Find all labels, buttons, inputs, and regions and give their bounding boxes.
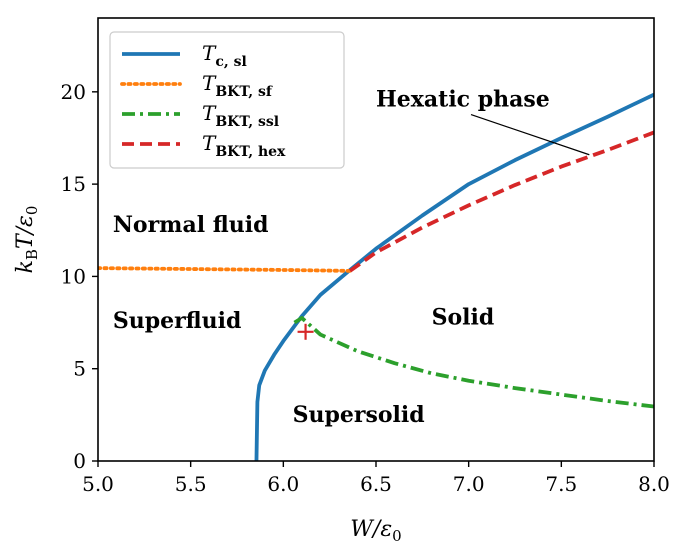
x-tick-label: 5.5 <box>175 472 207 496</box>
series-line-t-c-sl <box>254 92 654 461</box>
legend-label: Tc, sl <box>202 41 247 70</box>
legend-label: TBKT, hex <box>202 131 286 160</box>
x-tick-label: 6.5 <box>360 472 392 496</box>
axes: 5.0 5.5 6.0 6.5 7.0 7.5 8.0 0 5 10 15 20 W/ε0 kBT/ε0 <box>13 17 670 545</box>
legend-label: TBKT, sf <box>202 71 273 100</box>
y-tick-label: 15 <box>61 172 86 196</box>
x-tick-label: 8.0 <box>638 472 670 496</box>
y-axis-label: kBT/ε0 <box>13 206 41 274</box>
x-tick-label: 7.5 <box>545 472 577 496</box>
annotation-superfluid: Superfluid <box>113 308 242 334</box>
series-line-t-bkt-ssl <box>293 316 654 409</box>
series-layer <box>98 92 654 461</box>
series-line-t-bkt-sf <box>98 266 352 273</box>
annotation-pointer-hexatic <box>470 114 590 156</box>
x-tick-label: 6.0 <box>267 472 299 496</box>
x-tick-label: 5.0 <box>82 472 114 496</box>
legend-box <box>109 31 345 169</box>
annotation-supersolid: Supersolid <box>293 402 425 428</box>
x-tick-label: 7.0 <box>453 472 485 496</box>
legend-label: TBKT, ssl <box>202 101 279 130</box>
y-tick-label: 10 <box>61 264 86 288</box>
annotation-hexatic: Hexatic phase <box>376 87 550 113</box>
annotation-normal-fluid: Normal fluid <box>113 212 269 238</box>
x-axis-label: W/ε0 <box>350 517 401 545</box>
critical-point-marker <box>297 323 314 340</box>
y-tick-label: 5 <box>73 357 86 381</box>
series-line-t-bkt-hex <box>348 130 654 273</box>
annotations-layer: Hexatic phase Normal fluid Superfluid Solid… <box>113 87 590 428</box>
annotation-solid: Solid <box>432 304 495 330</box>
y-tick-label: 20 <box>61 80 86 104</box>
y-tick-label: 0 <box>73 449 86 473</box>
